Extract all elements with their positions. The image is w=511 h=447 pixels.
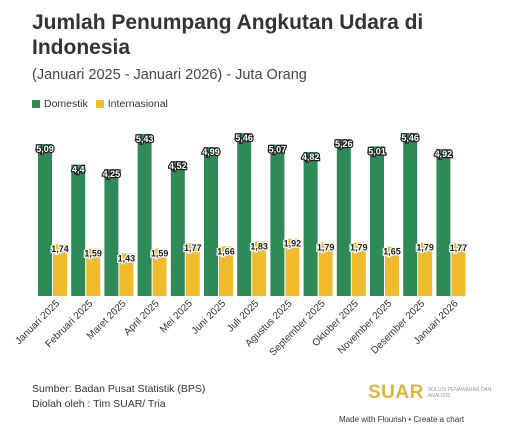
chart-subtitle: (Januari 2025 - Januari 2026) - Juta Ora…	[32, 67, 307, 83]
bar-internasional	[185, 243, 200, 296]
x-tick-label: Juni 2025	[190, 298, 229, 337]
bar-internasional	[451, 243, 466, 296]
legend: Domestik Internasional	[32, 98, 168, 110]
data-label-internasional: 1,92	[284, 239, 302, 249]
logo-wordmark: SUAR	[368, 382, 424, 403]
data-label-internasional: 1,74	[51, 244, 69, 254]
data-label-domestik: 5,26	[335, 139, 353, 149]
x-tick-label: April 2025	[122, 298, 162, 338]
bar-internasional	[53, 244, 67, 296]
bar-domestik	[137, 133, 152, 296]
data-label-domestik: 5,46	[235, 133, 253, 143]
data-label-internasional: 1,77	[184, 243, 202, 253]
data-label-domestik: 5,46	[401, 133, 419, 143]
bar-internasional	[418, 242, 433, 296]
data-label-internasional: 1,59	[151, 249, 169, 259]
bar-internasional	[318, 242, 333, 296]
data-label-domestik: 4,99	[202, 147, 220, 157]
bar-domestik	[336, 138, 351, 296]
legend-swatch-domestik	[32, 100, 40, 108]
source-text: Sumber: Badan Pusat Statistik (BPS)	[32, 383, 206, 395]
bar-domestik	[436, 149, 451, 296]
data-label-internasional: 1,43	[118, 253, 136, 263]
source-note: Sumber: Badan Pusat Statistik (BPS) Diol…	[32, 382, 205, 412]
data-label-internasional: 1,79	[317, 243, 335, 253]
bar-internasional	[152, 248, 167, 296]
bar-internasional	[119, 253, 134, 296]
legend-item-domestik[interactable]: Domestik	[32, 98, 88, 110]
bar-domestik	[237, 133, 252, 296]
bar-internasional	[285, 238, 300, 296]
data-label-internasional: 1,83	[250, 241, 268, 251]
data-label-domestik: 5,01	[368, 146, 386, 156]
bar-internasional	[351, 242, 366, 296]
bar-domestik	[403, 133, 418, 296]
processed-by-text: Diolah oleh : Tim SUAR/ Tria	[32, 398, 166, 410]
bar-internasional	[252, 241, 267, 296]
data-label-domestik: 4,92	[435, 149, 453, 159]
legend-label-internasional: Internasional	[107, 98, 168, 110]
data-label-domestik: 4,52	[169, 161, 187, 171]
chart-title: Jumlah Penumpang Angkutan Udara di Indon…	[32, 11, 424, 59]
bar-internasional	[385, 246, 399, 296]
data-label-domestik: 5,43	[136, 134, 154, 144]
bar-domestik	[303, 152, 318, 296]
bar-domestik	[270, 144, 285, 296]
data-label-domestik: 5,07	[269, 145, 287, 155]
bar-domestik	[204, 147, 218, 296]
bar-internasional	[219, 246, 233, 296]
legend-item-internasional[interactable]: Internasional	[95, 98, 168, 110]
data-label-internasional: 1,66	[217, 246, 235, 256]
legend-label-domestik: Domestik	[44, 98, 88, 110]
data-label-internasional: 1,65	[383, 247, 401, 257]
suar-logo: SUAR SOLUSI PENAWARAN DAN ANALISIS	[368, 382, 498, 404]
bar-domestik	[104, 169, 119, 296]
data-label-domestik: 4,82	[302, 152, 320, 162]
logo-tagline: SOLUSI PENAWARAN DAN ANALISIS	[427, 387, 492, 399]
data-label-domestik: 4,4	[72, 165, 85, 175]
data-label-internasional: 1,79	[350, 243, 368, 253]
flourish-credit-link[interactable]: Made with Flourish • Create a chart	[339, 415, 465, 424]
data-label-internasional: 1,77	[450, 243, 468, 253]
data-label-domestik: 4,25	[103, 169, 121, 179]
bar-internasional	[86, 248, 101, 296]
bar-domestik	[370, 146, 384, 296]
legend-swatch-internasional	[95, 100, 104, 108]
bar-domestik	[38, 144, 52, 296]
bar-domestik	[170, 161, 185, 296]
data-label-internasional: 1,79	[416, 243, 434, 253]
data-label-domestik: 5,09	[36, 144, 54, 154]
bar-domestik	[71, 164, 86, 296]
data-label-internasional: 1,59	[84, 249, 102, 259]
